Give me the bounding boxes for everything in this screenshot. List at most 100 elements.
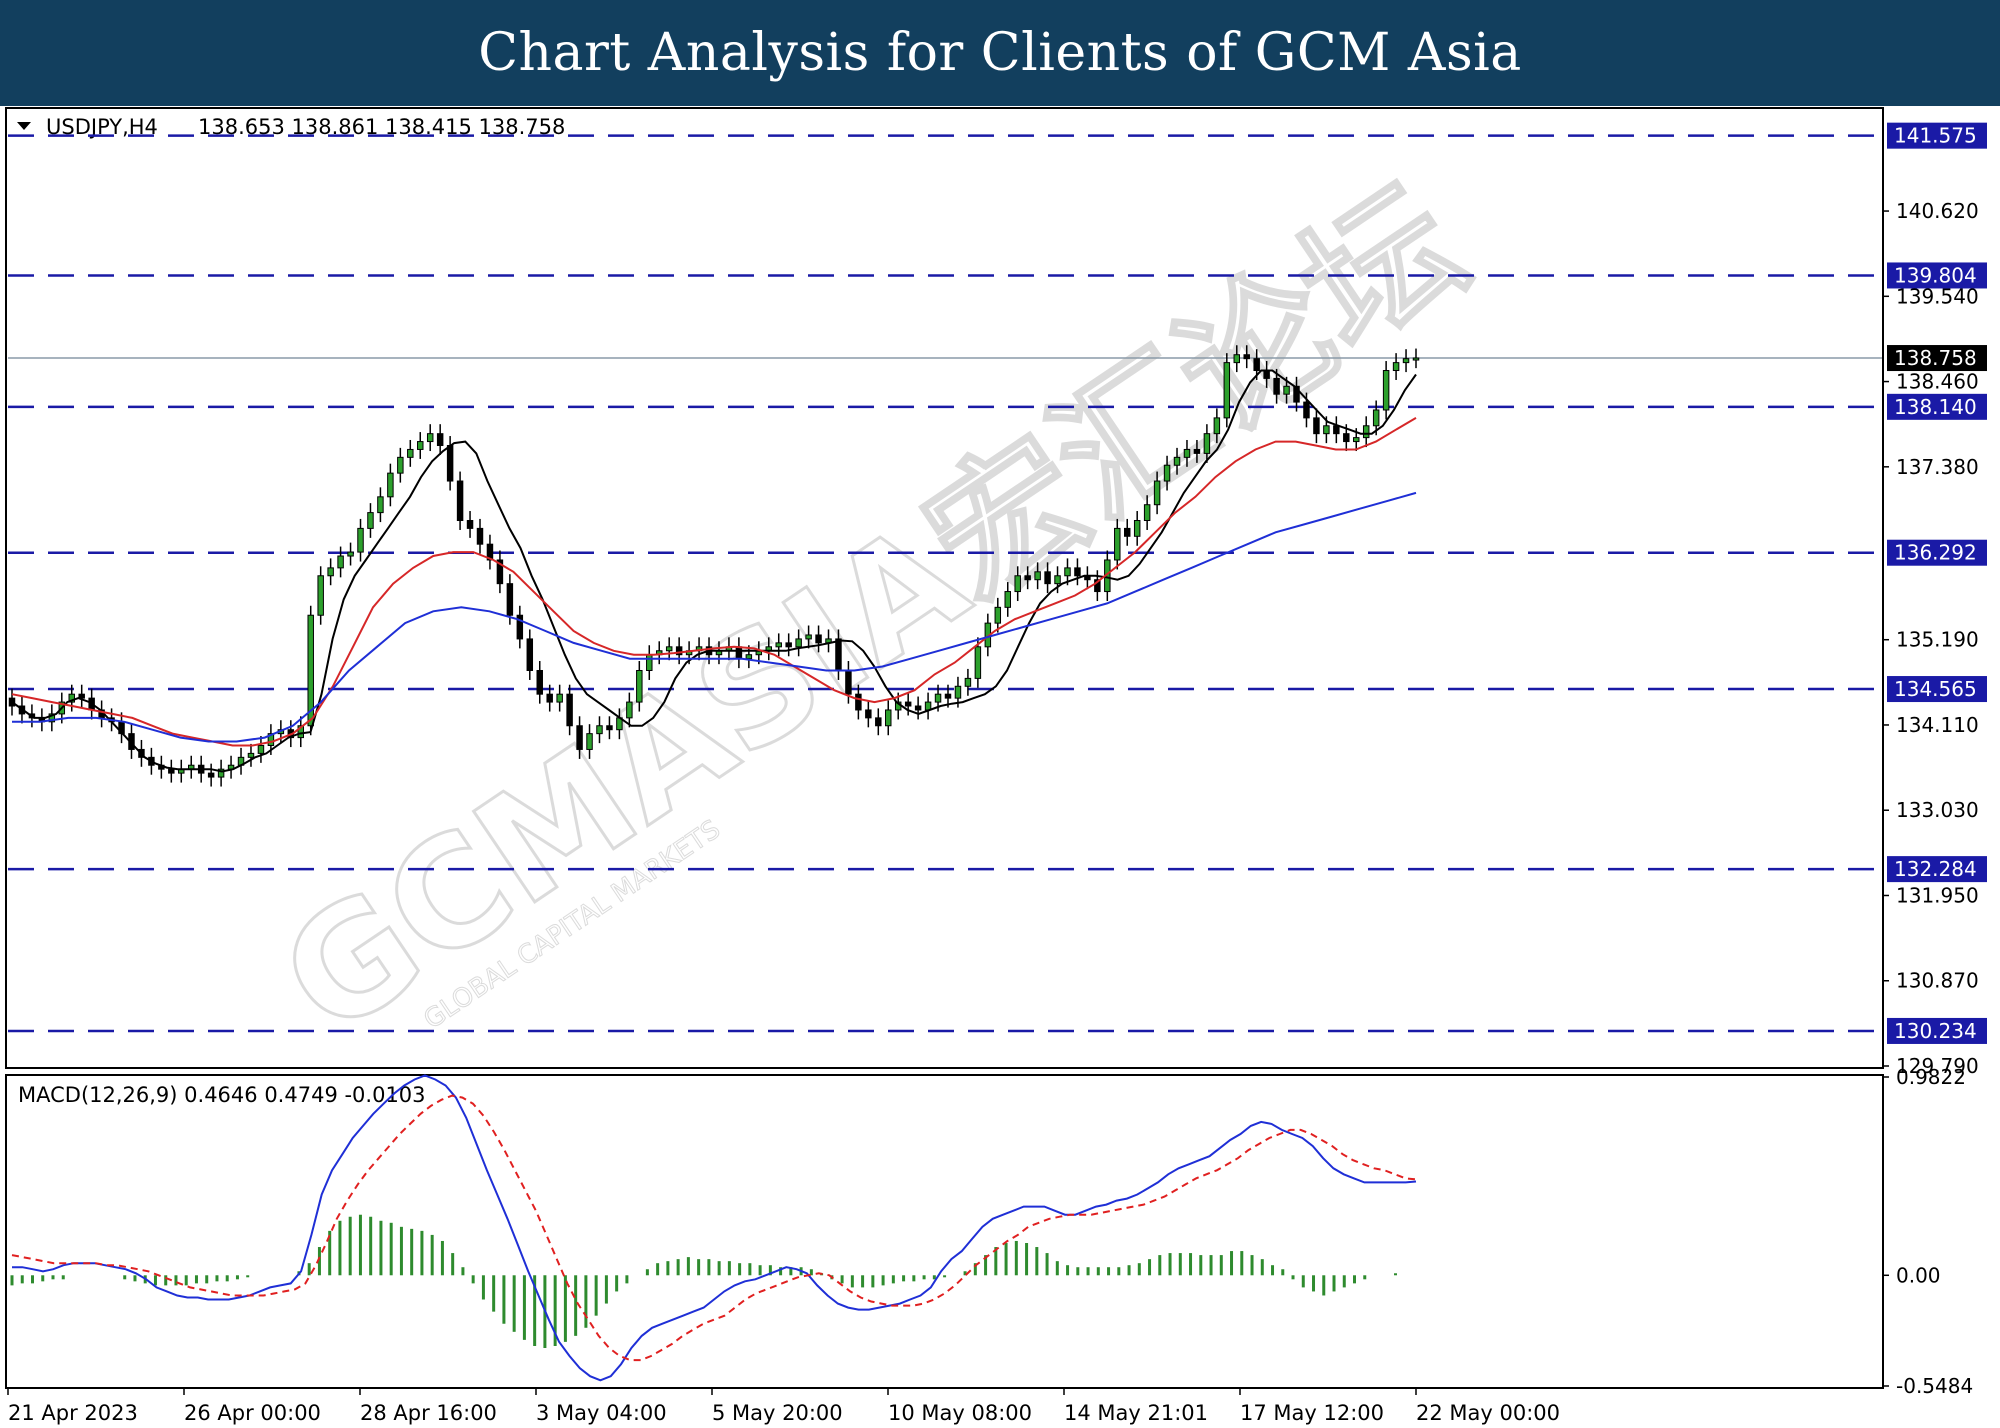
candle-body [1333, 425, 1340, 435]
candle-body [1392, 362, 1400, 372]
candle-body [1293, 385, 1300, 403]
candle-body [576, 725, 583, 750]
candle-body [1213, 417, 1221, 435]
dropdown-triangle-icon[interactable] [17, 122, 31, 130]
candle-body [1223, 362, 1231, 419]
level-price-box [1887, 393, 1987, 420]
candle-body [566, 693, 573, 727]
candle-body [327, 567, 334, 577]
candle-body [1203, 433, 1211, 454]
candle-body [516, 614, 524, 640]
candle-body [1343, 433, 1350, 443]
candle-body [1313, 417, 1320, 435]
candle-body [546, 693, 553, 703]
price-tick-label: 139.540 [1896, 284, 1979, 308]
level-price-box [1887, 856, 1987, 883]
candle-body [426, 433, 434, 443]
price-tick-label: 135.190 [1896, 628, 1979, 652]
candle-body [636, 669, 643, 703]
level-price-label: 139.804 [1894, 263, 1977, 287]
candle-body [247, 752, 255, 758]
candle-body [994, 606, 1002, 624]
date-tick-label: 22 May 00:00 [1416, 1401, 1560, 1425]
price-tick-label: 137.380 [1896, 455, 1979, 479]
watermark: GCMASIA宏汇论坛 GLOBAL CAPITAL MARKETS [251, 153, 1494, 1071]
price-tick-label: 129.790 [1896, 1054, 1979, 1078]
candle-body [1183, 448, 1191, 458]
date-tick-label: 5 May 20:00 [712, 1401, 843, 1425]
candle-body [954, 685, 962, 699]
candle-body [536, 669, 543, 695]
level-price-box [1887, 262, 1987, 289]
date-tick-label: 28 Apr 16:00 [360, 1401, 497, 1425]
candle-body [1353, 437, 1360, 443]
candle-body [1233, 354, 1241, 364]
macd-layer [10, 1074, 1417, 1382]
candle-body [307, 614, 314, 727]
candle-body [1024, 575, 1031, 581]
candle-body [407, 448, 414, 458]
candle-body [466, 520, 474, 529]
candle-body [317, 575, 324, 616]
date-tick-label: 3 May 04:00 [536, 1401, 667, 1425]
macd-line [12, 1074, 1417, 1382]
level-price-box [1887, 1017, 1987, 1044]
candle-body [964, 677, 972, 687]
price-tick-label: 138.460 [1896, 370, 1979, 394]
candle-body [78, 693, 85, 699]
candle-body [1193, 448, 1201, 454]
macd-tick-label: -0.5484 [1896, 1374, 1973, 1398]
candle-body [456, 480, 464, 522]
candle-body [904, 701, 912, 707]
candle-body [377, 496, 384, 514]
candle-body [556, 693, 563, 703]
price-tick-label: 140.620 [1896, 199, 1979, 223]
candle-body [1094, 579, 1101, 593]
candle-body [168, 768, 175, 774]
candle-body [1054, 575, 1061, 585]
candle-body [1253, 358, 1260, 372]
date-tick-label: 10 May 08:00 [888, 1401, 1032, 1425]
candle-body [496, 559, 504, 585]
axis-layer: 141.575 139.804 138.140 136.292 134.565 132.2… [7, 122, 1987, 1425]
header-banner: Chart Analysis for Clients of GCM Asia [0, 0, 2000, 106]
date-tick-label: 26 Apr 00:00 [184, 1401, 321, 1425]
candle-body [934, 693, 942, 703]
candle-body [1114, 527, 1121, 561]
price-tick-label: 130.870 [1896, 969, 1979, 993]
candle-body [626, 701, 633, 719]
ma-slow-line [12, 491, 1417, 743]
candle-body [735, 646, 743, 660]
macd-tick-label: 0.9822 [1896, 1065, 1966, 1089]
level-price-label: 134.565 [1894, 677, 1977, 701]
candle-body [257, 744, 265, 754]
candle-body [665, 646, 673, 652]
candle-body [1133, 520, 1141, 537]
candle-body [1303, 401, 1310, 419]
candle-body [974, 646, 982, 679]
candle-body [1382, 370, 1390, 411]
candle-body [1153, 480, 1161, 506]
level-price-box [1887, 122, 1987, 149]
level-price-label: 136.292 [1894, 541, 1977, 565]
date-tick-label: 14 May 21:01 [1064, 1401, 1208, 1425]
candle-body [1163, 464, 1171, 482]
candle-body [1323, 425, 1330, 435]
candle-body [217, 768, 225, 778]
candle-body [1362, 425, 1370, 439]
candle-body [526, 638, 534, 671]
candle-body [506, 583, 514, 616]
level-price-label: 130.234 [1894, 1019, 1977, 1043]
candle-body [1243, 354, 1250, 360]
candle-body [387, 472, 394, 498]
price-layer [8, 134, 1882, 1033]
level-price-box [1887, 676, 1987, 703]
candle-body [815, 634, 822, 644]
candle-body [8, 697, 16, 707]
candle-body [865, 709, 872, 719]
candle-body [1004, 591, 1011, 608]
candle-body [1402, 358, 1410, 364]
candle-body [586, 733, 593, 750]
date-tick-label: 21 Apr 2023 [8, 1401, 138, 1425]
candle-body [924, 701, 932, 711]
